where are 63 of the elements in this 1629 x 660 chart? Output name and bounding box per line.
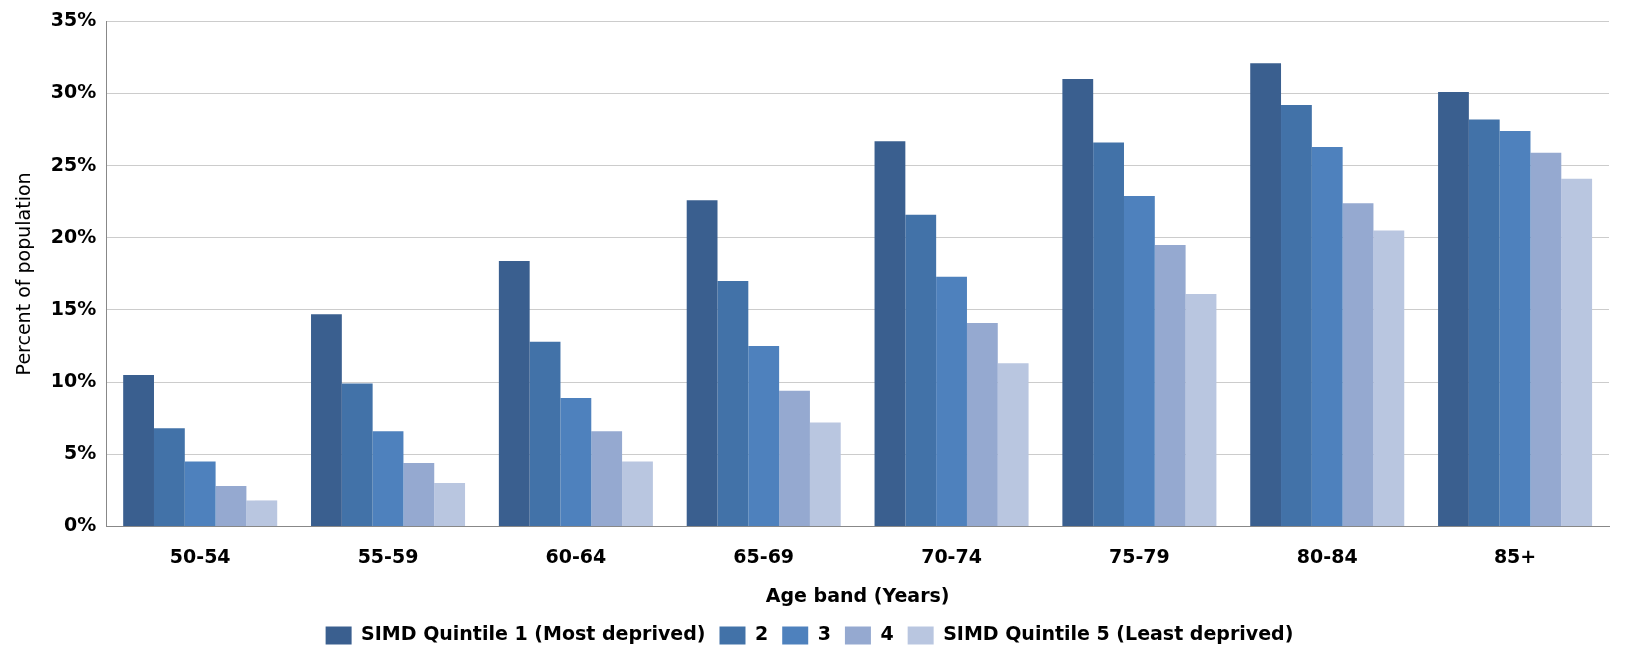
y-axis-title: Percent of population bbox=[12, 172, 35, 376]
bar bbox=[622, 461, 653, 526]
bar bbox=[215, 486, 247, 526]
bar bbox=[1373, 230, 1405, 526]
bar bbox=[1311, 146, 1343, 526]
legend-label: SIMD Quintile 5 (Least deprived) bbox=[943, 622, 1294, 645]
bar bbox=[1499, 131, 1531, 526]
bar bbox=[1124, 195, 1155, 526]
legend-label: 4 bbox=[880, 622, 894, 645]
x-axis-title: Age band (Years) bbox=[765, 583, 950, 606]
bar bbox=[434, 483, 466, 526]
x-tick-label: 75-79 bbox=[1109, 544, 1170, 567]
y-tick-label: 35% bbox=[50, 8, 97, 31]
bar bbox=[905, 214, 937, 526]
bar bbox=[1530, 152, 1562, 526]
bar bbox=[498, 260, 530, 526]
y-tick-label: 10% bbox=[50, 369, 97, 392]
x-tick-label: 55-59 bbox=[357, 544, 419, 567]
bar bbox=[966, 322, 998, 526]
bar bbox=[246, 500, 278, 526]
x-tick-label: 65-69 bbox=[733, 544, 795, 567]
bar bbox=[874, 141, 906, 526]
y-tick-label: 20% bbox=[50, 224, 97, 247]
y-tick-label: 30% bbox=[50, 80, 97, 103]
legend-label: 2 bbox=[754, 622, 769, 645]
x-tick-label: 60-64 bbox=[545, 544, 607, 567]
bar bbox=[1561, 178, 1593, 526]
x-tick-label: 85+ bbox=[1493, 544, 1537, 567]
x-tick-label: 50-54 bbox=[169, 544, 231, 567]
bar bbox=[1468, 119, 1500, 526]
y-tick-label: 25% bbox=[50, 152, 97, 175]
bar bbox=[779, 390, 810, 526]
y-tick-label: 5% bbox=[64, 441, 97, 464]
legend-label: SIMD Quintile 1 (Most deprived) bbox=[361, 622, 706, 645]
bar bbox=[184, 461, 216, 526]
bar bbox=[1438, 92, 1469, 526]
bar bbox=[1281, 105, 1312, 526]
bar bbox=[311, 314, 342, 526]
x-tick-label: 70-74 bbox=[921, 544, 982, 567]
legend-label: 3 bbox=[817, 622, 831, 645]
bar bbox=[560, 397, 592, 526]
bar bbox=[1342, 203, 1374, 526]
bar bbox=[1093, 142, 1124, 526]
bar bbox=[997, 363, 1029, 526]
bar bbox=[1154, 245, 1186, 526]
bar bbox=[809, 422, 841, 526]
bar bbox=[341, 383, 373, 526]
bar bbox=[748, 346, 780, 526]
bar bbox=[717, 281, 749, 526]
bar bbox=[1062, 79, 1094, 526]
bar bbox=[403, 462, 435, 526]
bar bbox=[1250, 63, 1282, 526]
bar bbox=[1185, 294, 1217, 526]
bar bbox=[372, 431, 404, 526]
bar bbox=[686, 200, 718, 526]
y-tick-label: 0% bbox=[64, 513, 97, 536]
bar bbox=[123, 374, 154, 526]
y-tick-label: 15% bbox=[50, 296, 97, 319]
bar bbox=[591, 431, 623, 526]
bar bbox=[529, 341, 561, 526]
bar bbox=[936, 276, 967, 526]
x-tick-label: 80-84 bbox=[1296, 544, 1358, 567]
bar bbox=[153, 428, 185, 526]
